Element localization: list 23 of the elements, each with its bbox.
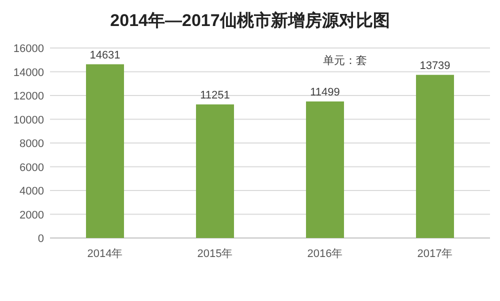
data-label: 13739 (420, 60, 450, 72)
data-label: 11251 (200, 89, 230, 102)
y-tick-label: 14000 (13, 66, 44, 79)
y-tick-label: 10000 (13, 114, 44, 126)
bar (196, 104, 234, 238)
x-tick-label: 2014年 (87, 248, 123, 260)
y-tick-label: 0 (38, 233, 44, 245)
data-label: 14631 (90, 49, 120, 62)
x-tick-label: 2017年 (417, 248, 453, 260)
x-tick-label: 2015年 (197, 248, 233, 260)
bar (306, 101, 344, 238)
chart-title: 2014年—2017仙桃市新增房源对比图 (110, 11, 390, 30)
annotation: 单元：套 (323, 54, 367, 67)
y-tick-label: 12000 (13, 90, 44, 102)
x-tick-label: 2016年 (307, 248, 343, 260)
y-tick-label: 16000 (13, 43, 44, 55)
y-tick-label: 2000 (20, 209, 44, 222)
data-label: 11499 (310, 86, 340, 98)
bar (86, 64, 124, 238)
y-tick-label: 6000 (20, 162, 44, 174)
y-tick-label: 8000 (20, 138, 44, 150)
y-tick-label: 4000 (20, 186, 44, 198)
bar (416, 74, 454, 238)
